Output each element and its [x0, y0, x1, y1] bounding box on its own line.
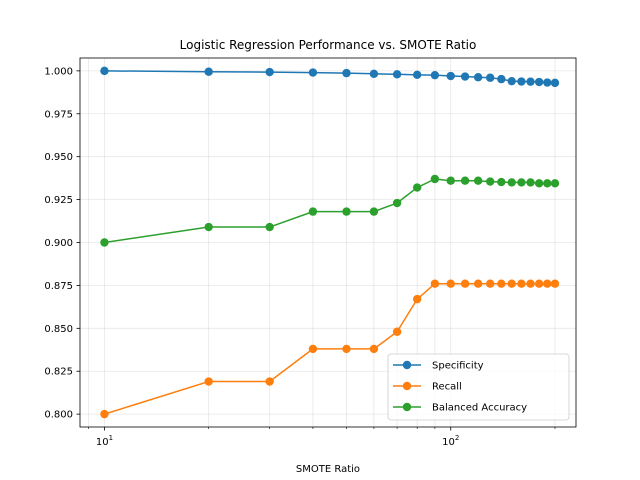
data-point	[100, 409, 109, 419]
legend-label: Specificity	[432, 361, 484, 372]
data-point	[497, 279, 506, 288]
data-point	[526, 77, 535, 86]
data-point	[526, 178, 535, 187]
data-point	[342, 344, 351, 354]
legend-item: Specificity	[393, 361, 484, 372]
data-point	[308, 207, 318, 216]
series-layer	[100, 66, 560, 419]
data-point	[265, 67, 274, 77]
data-point	[534, 279, 544, 288]
data-point	[369, 207, 379, 216]
data-point	[550, 279, 560, 288]
data-point	[430, 70, 440, 80]
legend-marker	[402, 360, 412, 370]
ticks: 0.800 0.825 0.850 0.875 0.900 0.925 0.950 0.975…	[44, 66, 556, 448]
x-tick-label: 102	[442, 434, 459, 448]
data-point	[473, 176, 483, 185]
data-point	[100, 66, 109, 76]
legend: Specificity Recall Balanced Accuracy	[387, 353, 570, 421]
data-point	[369, 69, 379, 78]
data-point	[204, 67, 213, 76]
data-point	[430, 174, 440, 184]
data-point	[412, 70, 422, 80]
y-tick-label: 0.925	[44, 195, 73, 206]
data-point	[265, 377, 274, 386]
y-tick-label: 0.875	[44, 281, 73, 292]
y-tick-label: 1.000	[44, 66, 73, 77]
data-point	[460, 176, 470, 185]
data-point	[543, 78, 552, 87]
data-point	[392, 70, 402, 79]
data-point	[204, 377, 213, 386]
data-point	[507, 178, 516, 187]
data-point	[446, 279, 455, 288]
data-point	[100, 238, 109, 247]
data-point	[446, 71, 455, 81]
data-point	[446, 176, 455, 185]
y-tick-label: 0.800	[44, 410, 73, 421]
data-point	[342, 68, 351, 78]
data-point	[550, 179, 560, 188]
legend-label: Balanced Accuracy	[432, 403, 527, 414]
legend-marker	[402, 402, 412, 412]
data-point	[497, 177, 506, 187]
y-tick-label: 0.950	[44, 152, 73, 163]
data-point	[507, 279, 516, 288]
data-point	[543, 179, 552, 188]
data-point	[392, 198, 402, 208]
y-tick-label: 0.975	[44, 109, 73, 120]
data-point	[412, 294, 422, 304]
legend-label: Recall	[432, 382, 462, 393]
data-point	[392, 327, 402, 336]
data-point	[460, 72, 470, 81]
data-point	[204, 222, 213, 232]
legend-item: Balanced Accuracy	[393, 403, 527, 414]
y-tick-label: 0.825	[44, 367, 73, 378]
series-specificity	[100, 66, 560, 88]
data-point	[497, 74, 506, 84]
data-point	[517, 77, 526, 86]
legend-marker	[402, 381, 412, 391]
data-point	[412, 183, 422, 192]
data-point	[265, 222, 274, 232]
legend-box	[387, 353, 570, 421]
chart-title: Logistic Regression Performance vs. SMOT…	[180, 38, 477, 52]
data-point	[369, 344, 379, 354]
data-point	[526, 279, 535, 288]
data-point	[460, 279, 470, 288]
x-tick-label: 101	[96, 434, 113, 448]
data-point	[507, 76, 516, 86]
legend-item: Recall	[393, 382, 462, 393]
data-point	[308, 344, 318, 354]
y-tick-label: 0.850	[44, 324, 73, 335]
data-point	[543, 279, 552, 288]
data-point	[534, 77, 544, 87]
data-point	[534, 179, 544, 188]
x-axis-title: SMOTE Ratio	[296, 464, 360, 475]
data-point	[517, 178, 526, 187]
data-point	[550, 78, 560, 88]
series-balanced-accuracy	[100, 174, 560, 247]
data-point	[430, 279, 440, 288]
data-point	[308, 68, 318, 77]
data-point	[485, 279, 495, 288]
y-tick-label: 0.900	[44, 238, 73, 249]
data-point	[473, 279, 483, 288]
data-point	[517, 279, 526, 288]
series-recall	[100, 279, 560, 419]
data-point	[485, 73, 495, 82]
data-point	[485, 177, 495, 186]
data-point	[342, 207, 351, 216]
data-point	[473, 73, 483, 82]
